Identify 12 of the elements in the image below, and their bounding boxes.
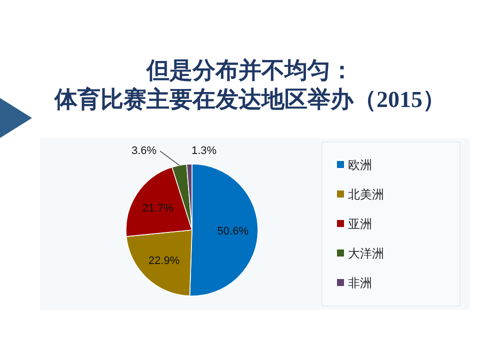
legend-label: 大洋洲	[348, 246, 384, 260]
legend-label: 非洲	[348, 276, 372, 290]
legend-label: 亚洲	[348, 217, 372, 231]
chart-title: 但是分布并不均匀：	[146, 58, 354, 83]
legend-label: 欧洲	[348, 158, 372, 172]
chart-subtitle: 体育比赛主要在发达地区举办（2015）	[54, 86, 446, 112]
data-label: 22.9%	[148, 254, 180, 267]
data-label: 50.6%	[217, 226, 249, 238]
data-label: 1.3%	[191, 145, 217, 157]
data-label: 3.6%	[131, 145, 157, 157]
data-label: 21.7%	[142, 202, 174, 214]
legend-label: 北美洲	[348, 188, 384, 202]
